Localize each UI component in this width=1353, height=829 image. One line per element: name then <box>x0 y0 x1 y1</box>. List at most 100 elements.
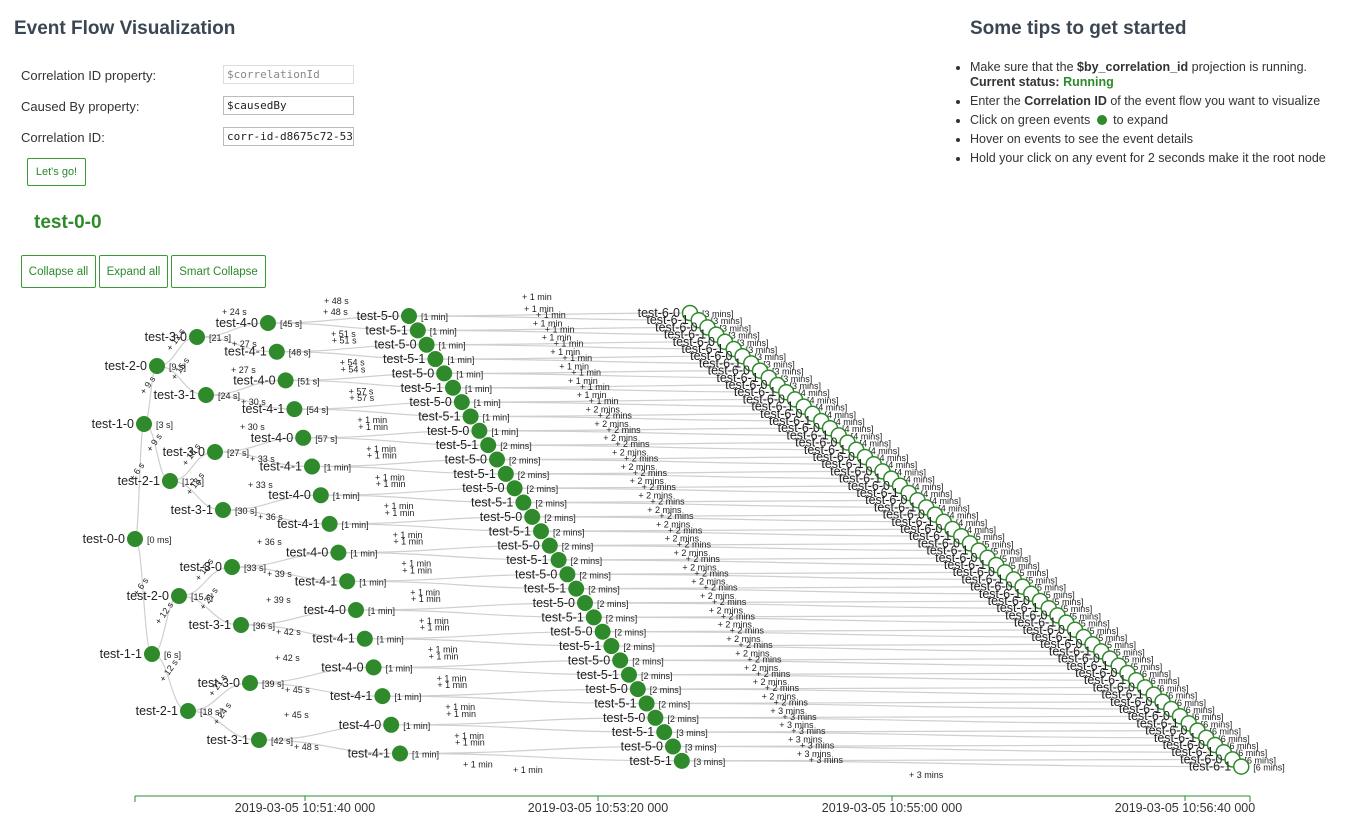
collapse-all-button[interactable]: Collapse all <box>21 255 96 288</box>
edge-duration: + 1 min <box>437 680 467 690</box>
event-time: [3 mins] <box>694 757 726 767</box>
event-node[interactable] <box>445 379 461 396</box>
event-label: test-4-1 <box>348 747 390 761</box>
event-node[interactable] <box>603 638 620 655</box>
event-node[interactable] <box>339 573 356 590</box>
event-node[interactable] <box>242 675 258 691</box>
event-node-collapsed[interactable] <box>1233 758 1250 775</box>
tip-hover: Hover on events to see the event details <box>970 132 1353 147</box>
edge-line <box>303 430 480 439</box>
event-node[interactable] <box>312 487 329 504</box>
event-node[interactable] <box>286 401 303 418</box>
event-node[interactable] <box>348 602 364 618</box>
event-node[interactable] <box>224 559 240 575</box>
event-time: [48 s] <box>289 348 311 358</box>
correlation-id-input[interactable]: corr-id-d8675c72-5389 <box>223 127 354 146</box>
event-node[interactable] <box>171 588 187 604</box>
event-label: test-5-1 <box>401 381 443 395</box>
event-node[interactable] <box>215 502 231 518</box>
edge-duration: + 1 min <box>524 304 554 314</box>
edge-duration: + 2 mins <box>647 505 682 515</box>
smart-collapse-button[interactable]: Smart Collapse <box>171 255 266 288</box>
event-node[interactable] <box>392 745 408 762</box>
edge-duration: + 1 min <box>358 422 388 432</box>
event-node[interactable] <box>321 515 338 532</box>
event-node[interactable] <box>621 666 637 683</box>
event-label: test-6-0 <box>865 493 907 507</box>
edge-line <box>285 379 454 389</box>
event-node[interactable] <box>304 458 320 475</box>
event-time: [2 mins] <box>518 470 550 480</box>
event-node[interactable] <box>180 703 196 719</box>
event-time: [4 mins] <box>877 453 909 463</box>
caused-by-input[interactable]: $causedBy <box>223 96 354 115</box>
event-node[interactable] <box>356 630 373 647</box>
event-node[interactable] <box>577 595 593 611</box>
event-label: test-6-1 <box>1171 745 1213 759</box>
event-node[interactable] <box>418 336 435 353</box>
event-node[interactable] <box>462 408 479 425</box>
event-node[interactable] <box>144 646 160 662</box>
event-node[interactable] <box>524 508 541 525</box>
event-node[interactable] <box>629 681 646 698</box>
event-node[interactable] <box>497 465 514 482</box>
event-node[interactable] <box>612 652 629 669</box>
event-node[interactable] <box>374 688 391 705</box>
event-label: test-6-0 <box>743 392 785 406</box>
event-node[interactable] <box>533 523 549 540</box>
event-node[interactable] <box>409 322 426 339</box>
event-node[interactable] <box>673 752 690 769</box>
event-node[interactable] <box>365 659 382 676</box>
event-node[interactable] <box>665 738 681 755</box>
event-node[interactable] <box>127 531 143 547</box>
edge-duration: + 2 mins <box>594 419 629 429</box>
event-node[interactable] <box>427 351 444 368</box>
edge-duration: + 1 min <box>376 479 406 489</box>
event-node[interactable] <box>656 724 673 741</box>
event-node[interactable] <box>541 537 558 554</box>
edge-duration: + 1 min <box>419 616 449 626</box>
edge-line <box>655 717 1189 724</box>
expand-all-button[interactable]: Expand all <box>99 255 168 288</box>
event-time: [5 mins] <box>1035 583 1067 593</box>
lets-go-button[interactable]: Let's go! <box>27 158 86 186</box>
event-node[interactable] <box>251 732 267 748</box>
event-node[interactable] <box>550 551 567 568</box>
event-time: [5 mins] <box>1078 619 1110 629</box>
event-node[interactable] <box>330 544 347 561</box>
event-label: test-6-1 <box>1154 731 1196 745</box>
event-node[interactable] <box>189 329 205 345</box>
event-node[interactable] <box>647 709 664 726</box>
event-node[interactable] <box>471 422 488 439</box>
event-node[interactable] <box>268 343 285 360</box>
event-node[interactable] <box>401 308 417 324</box>
event-node[interactable] <box>233 617 249 633</box>
event-node[interactable] <box>383 716 400 733</box>
event-node[interactable] <box>585 609 602 626</box>
event-node[interactable] <box>489 451 505 468</box>
event-node[interactable] <box>594 623 611 640</box>
event-time: [24 s] <box>218 391 240 401</box>
event-node[interactable] <box>453 394 470 411</box>
event-time: [2 mins] <box>615 628 647 638</box>
event-node[interactable] <box>638 695 655 712</box>
event-node[interactable] <box>515 494 532 511</box>
event-node[interactable] <box>207 444 223 460</box>
event-node[interactable] <box>436 365 453 382</box>
event-node[interactable] <box>260 315 276 331</box>
event-node[interactable] <box>198 387 214 403</box>
event-node[interactable] <box>162 473 178 489</box>
correlation-property-input[interactable]: $correlationId <box>223 65 354 84</box>
event-time: [39 s] <box>262 679 284 689</box>
event-node[interactable] <box>568 580 585 597</box>
event-node[interactable] <box>149 358 165 374</box>
edge-duration: + 2 mins <box>726 634 761 644</box>
event-time: [5 mins] <box>1070 611 1102 621</box>
event-node[interactable] <box>559 566 576 583</box>
event-node[interactable] <box>506 480 523 497</box>
event-node[interactable] <box>295 429 312 446</box>
event-node[interactable] <box>136 416 152 432</box>
event-time: [4 mins] <box>833 417 865 427</box>
event-node[interactable] <box>277 372 294 389</box>
event-node[interactable] <box>480 437 497 454</box>
